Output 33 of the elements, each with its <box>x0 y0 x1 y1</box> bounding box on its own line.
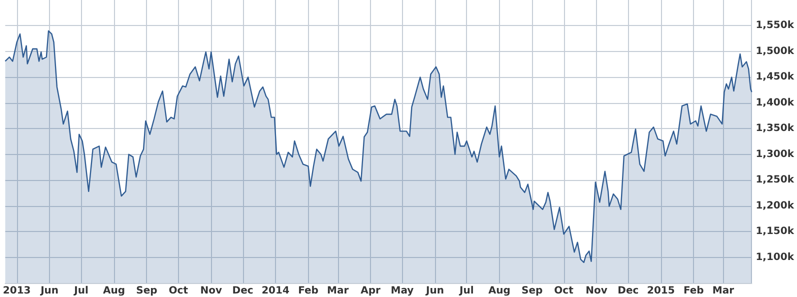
y-tick-label: 1,300k <box>756 148 794 160</box>
y-tick-label: 1,450k <box>756 72 794 83</box>
x-tick-label: Dec <box>232 286 254 296</box>
x-tick-label: May <box>390 286 414 296</box>
x-tick-label: Oct <box>168 286 188 296</box>
x-tick-label: Jun <box>424 286 444 296</box>
x-tick-label: Mar <box>327 286 349 296</box>
y-tick-label: 1,250k <box>756 174 794 186</box>
x-tick-label: Nov <box>586 286 608 296</box>
y-tick-label: 1,100k <box>756 252 794 263</box>
x-tick-label: Feb <box>683 286 704 296</box>
x-tick-label: Mar <box>712 286 734 296</box>
x-tick-label: Sep <box>136 286 158 296</box>
y-tick-label: 1,350k <box>756 123 794 134</box>
x-tick-label: Dec <box>618 286 639 296</box>
x-tick-label: Oct <box>554 286 574 296</box>
x-tick-label: Nov <box>200 286 222 296</box>
x-tick-label: Apr <box>360 286 381 296</box>
x-tick-label: 2015 <box>646 286 675 296</box>
x-tick-label: Aug <box>102 286 125 296</box>
y-tick-label: 1,150k <box>756 226 794 238</box>
x-tick-label: Jul <box>73 286 88 296</box>
x-tick-label: Jul <box>458 286 474 296</box>
y-tick-label: 1,200k <box>756 200 794 212</box>
x-tick-label: Jun <box>40 286 59 296</box>
x-tick-label: 2014 <box>262 286 290 296</box>
x-tick-label: Sep <box>522 286 543 296</box>
x-tick-label: Aug <box>488 286 510 296</box>
y-tick-label: 1,400k <box>756 97 794 108</box>
x-tick-label: 2013 <box>2 286 31 296</box>
y-tick-label: 1,500k <box>756 46 794 57</box>
y-tick-label: 1,550k <box>756 20 794 32</box>
x-tick-label: Feb <box>298 286 318 296</box>
